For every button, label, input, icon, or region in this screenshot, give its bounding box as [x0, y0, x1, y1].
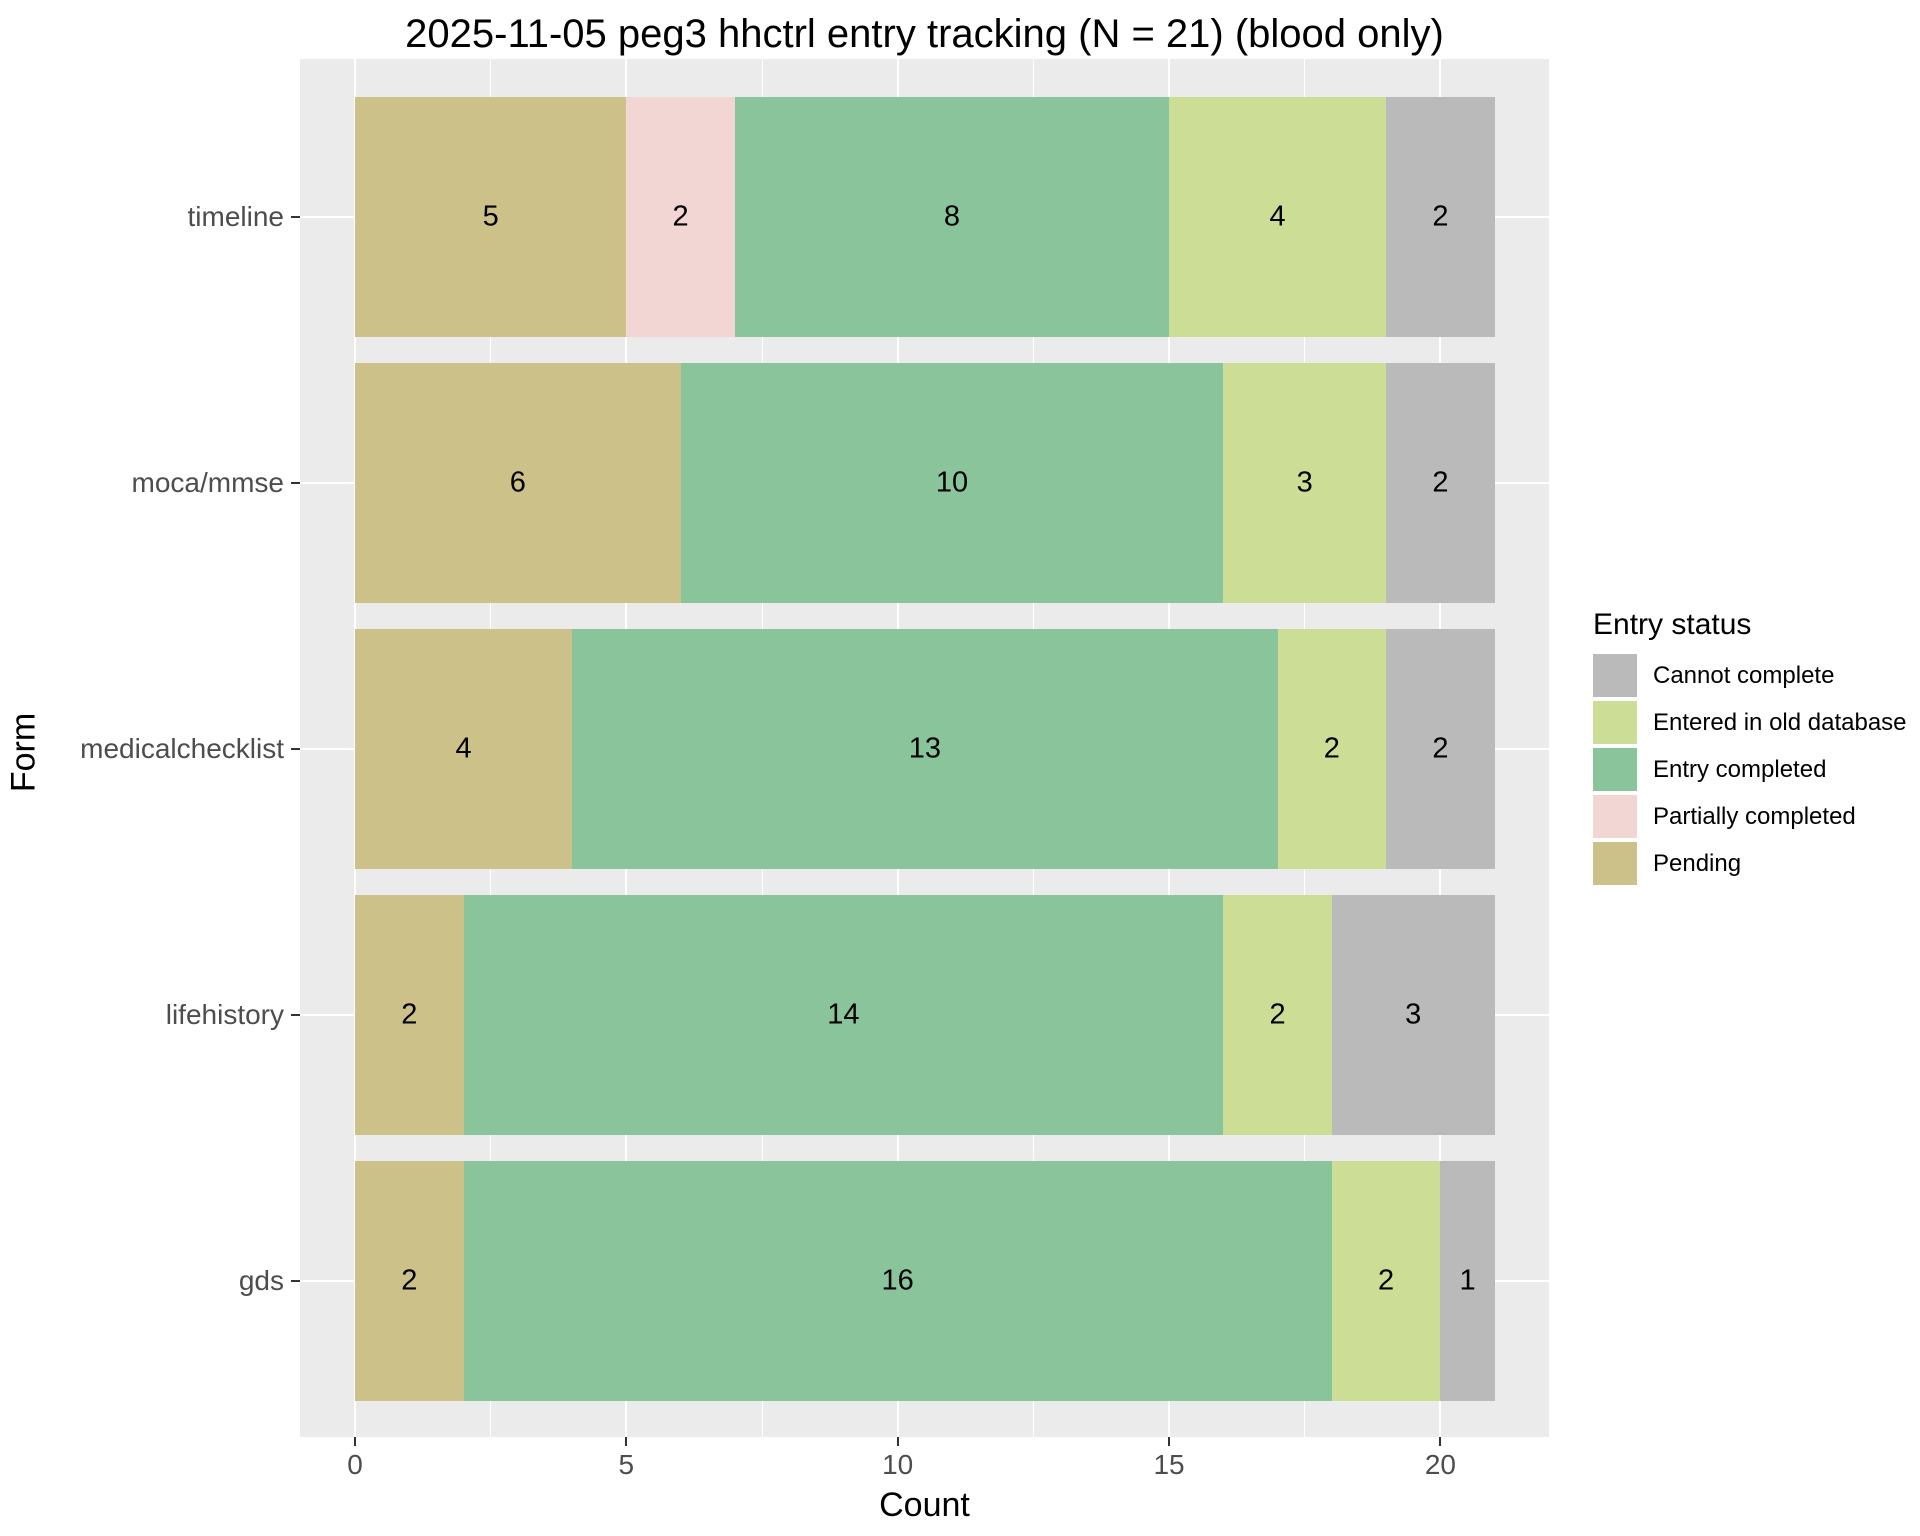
bar-segment-value: 2 — [1378, 1264, 1395, 1297]
bar-segment-value: 2 — [1323, 732, 1340, 765]
y-tick-mark — [291, 1280, 300, 1282]
x-tick-mark — [354, 1437, 356, 1446]
x-tick-label: 0 — [347, 1449, 363, 1480]
bar-segment — [355, 1161, 464, 1401]
bar-segment-value: 3 — [1405, 998, 1422, 1031]
bar-segment — [626, 97, 735, 337]
bar-segment-value: 1 — [1459, 1264, 1476, 1297]
x-tick-label: 5 — [618, 1449, 635, 1480]
y-tick-label: timeline — [187, 201, 284, 232]
legend-item-label: Entered in old database — [1653, 708, 1907, 736]
legend-item-label: Entry completed — [1653, 755, 1827, 783]
bar-segment — [355, 629, 573, 869]
bar-segment — [1331, 1161, 1441, 1401]
legend-swatch — [1593, 795, 1637, 838]
y-tick-mark — [291, 216, 300, 218]
bar-segment-value: 8 — [943, 200, 961, 233]
legend-item: Entered in old database — [1593, 701, 1907, 744]
bar-segment-value: 16 — [881, 1264, 914, 1297]
bar-segment — [1169, 97, 1387, 337]
legend-item-label: Partially completed — [1653, 802, 1856, 830]
x-tick-label: 20 — [1424, 1449, 1456, 1480]
legend-item: Partially completed — [1593, 795, 1907, 838]
legend-title: Entry status — [1593, 608, 1752, 641]
bar-segment-value: 2 — [1269, 998, 1286, 1031]
bar-segment — [1386, 629, 1495, 869]
legend-item-label: Pending — [1653, 849, 1742, 877]
bar-segment — [355, 363, 681, 603]
bar-segment — [1331, 895, 1495, 1135]
y-axis-title: Form — [4, 712, 43, 793]
legend-swatch — [1593, 701, 1637, 744]
bar-segment-value: 2 — [1432, 732, 1449, 765]
bar-segment-value: 2 — [401, 998, 418, 1031]
legend-swatch — [1593, 654, 1637, 697]
bar-segment-value: 4 — [455, 732, 472, 765]
bar-segment-value: 5 — [482, 200, 499, 233]
x-tick-label: 10 — [882, 1449, 914, 1480]
bar-segment — [1440, 1161, 1495, 1401]
bar-segment — [1223, 895, 1332, 1135]
y-tick-label: gds — [238, 1265, 284, 1296]
x-tick-mark — [896, 1437, 899, 1446]
bar-segment — [463, 895, 1224, 1135]
bar-segment — [1386, 363, 1495, 603]
legend-item: Cannot complete — [1593, 654, 1907, 697]
x-tick-mark — [1168, 1437, 1171, 1446]
legend-swatch — [1593, 748, 1637, 791]
bar-segment-value: 10 — [935, 466, 969, 499]
bar-segment-value: 13 — [908, 732, 941, 765]
y-tick-label: lifehistory — [165, 999, 284, 1030]
bar-segment-value: 2 — [401, 1264, 418, 1297]
bar-segment — [1277, 629, 1387, 869]
bar-segment-value: 4 — [1269, 200, 1286, 233]
bar-segment — [355, 895, 464, 1135]
bar-segment-value: 2 — [1432, 200, 1449, 233]
bar-segment-value: 3 — [1296, 466, 1313, 499]
y-tick-label: medicalchecklist — [80, 733, 284, 764]
x-axis-title: Count — [879, 1486, 970, 1524]
legend: Entry status Cannot complete Entered in o… — [1593, 608, 1907, 889]
bar-segment — [355, 97, 627, 337]
bar-segment — [680, 363, 1224, 603]
bar-segment — [463, 1161, 1332, 1401]
x-tick-mark — [625, 1437, 628, 1446]
bar-segment — [734, 97, 1170, 337]
legend-swatch — [1593, 842, 1637, 885]
y-tick-mark — [291, 1014, 300, 1016]
bar-segment-value: 6 — [509, 466, 526, 499]
bar-segment — [572, 629, 1278, 869]
y-tick-mark — [291, 748, 300, 750]
chart-title: 2025-11-05 peg3 hhctrl entry tracking (N… — [405, 12, 1444, 56]
bar-segment-value: 2 — [672, 200, 689, 233]
plot-panel: 5 2 8 4 2 6 10 3 2 4 13 2 2 2 14 2 3 2 16 2 1 — [300, 59, 1549, 1437]
legend-items: Cannot complete Entered in old database En… — [1593, 654, 1907, 885]
legend-item: Entry completed — [1593, 748, 1907, 791]
y-tick-mark — [291, 482, 300, 484]
bar-segment — [1223, 363, 1387, 603]
bar-segment-value: 14 — [827, 998, 860, 1031]
x-tick-label: 15 — [1153, 1449, 1185, 1480]
y-tick-label: moca/mmse — [131, 467, 284, 498]
bar-segment — [1386, 97, 1495, 337]
legend-item-label: Cannot complete — [1653, 661, 1835, 689]
legend-item: Pending — [1593, 842, 1907, 885]
bar-segment-value: 2 — [1432, 466, 1449, 499]
x-tick-mark — [1439, 1437, 1442, 1446]
